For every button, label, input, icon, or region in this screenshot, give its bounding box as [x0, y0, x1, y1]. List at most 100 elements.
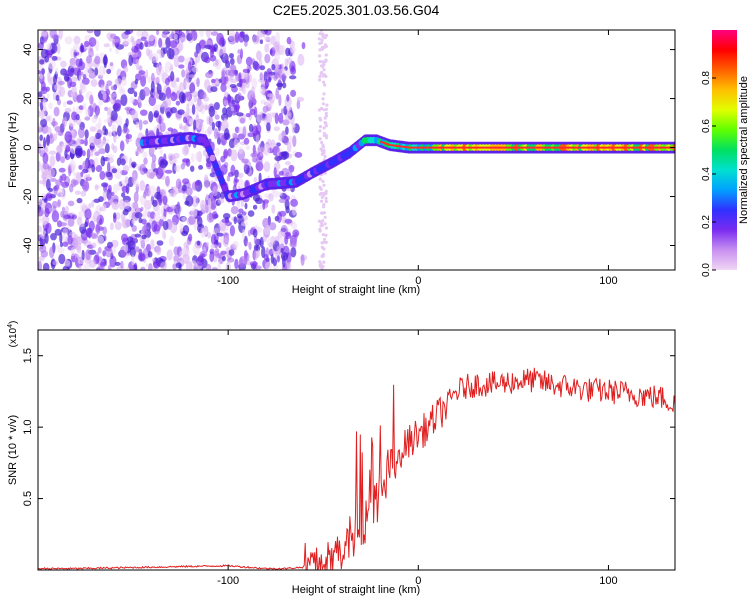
noise-dot — [318, 116, 322, 120]
noise-dot — [322, 92, 326, 96]
noise-dot — [151, 53, 159, 64]
noise-dot — [324, 53, 328, 57]
noise-dot — [289, 75, 297, 80]
noise-dot — [220, 250, 227, 255]
noise-dot — [218, 242, 222, 249]
spectrogram-ylabel: Frequency (Hz) — [7, 112, 19, 188]
noise-dot — [265, 261, 272, 270]
noise-dot — [120, 260, 124, 269]
snr-marks — [38, 367, 675, 570]
noise-dot — [164, 98, 172, 107]
noise-dot — [175, 262, 182, 269]
noise-dot — [290, 247, 297, 258]
noise-dot — [318, 78, 322, 82]
noise-dot — [78, 265, 82, 270]
noise-dot — [207, 126, 213, 135]
noise-dot — [86, 148, 91, 160]
snr-multiplier-close: ) — [8, 321, 19, 324]
noise-dot — [165, 37, 171, 49]
noise-dot — [71, 132, 77, 140]
noise-dot — [53, 74, 57, 85]
snr-frame — [37, 329, 676, 571]
noise-dot — [280, 108, 285, 114]
noise-dot — [318, 74, 322, 79]
noise-dot — [323, 83, 327, 87]
noise-dot — [145, 69, 149, 79]
noise-dot — [296, 99, 301, 110]
noise-dot — [62, 233, 66, 244]
noise-dot — [181, 184, 187, 192]
noise-dot — [221, 218, 230, 224]
noise-dot — [115, 48, 120, 54]
noise-dot — [124, 176, 129, 185]
noise-dot — [270, 35, 277, 45]
noise-dot — [211, 78, 216, 84]
noise-dot — [114, 261, 121, 266]
noise-dot — [106, 68, 112, 75]
noise-dot — [284, 218, 293, 224]
noise-dot — [44, 232, 49, 244]
noise-dot — [238, 146, 244, 155]
noise-dot — [284, 235, 289, 245]
noise-dot — [42, 37, 47, 44]
noise-dot — [318, 192, 322, 196]
noise-dot — [74, 190, 81, 195]
noise-dot — [48, 102, 53, 110]
noise-dot — [72, 43, 81, 53]
noise-dot — [107, 184, 112, 193]
noise-dot — [51, 55, 58, 61]
noise-dot — [57, 199, 62, 208]
noise-dot — [320, 211, 324, 215]
noise-dot — [180, 163, 185, 170]
noise-dot — [85, 108, 90, 117]
noise-dot — [318, 129, 322, 133]
noise-dot — [214, 59, 222, 70]
noise-dot — [161, 32, 167, 38]
y-tick-label: 1.0 — [22, 419, 34, 434]
noise-dot — [252, 34, 260, 45]
noise-dot — [38, 91, 43, 98]
noise-dot — [143, 157, 148, 165]
noise-dot — [291, 206, 297, 216]
noise-dot — [55, 179, 63, 186]
noise-dot — [207, 232, 212, 239]
noise-dot — [148, 111, 154, 123]
noise-dot — [204, 79, 211, 90]
trace-blob — [203, 139, 210, 147]
noise-dot — [111, 123, 117, 134]
noise-dot — [318, 125, 323, 129]
x-tick-label: 100 — [599, 575, 617, 587]
noise-dot — [174, 86, 181, 92]
noise-dot — [176, 77, 180, 82]
noise-dot — [322, 247, 326, 251]
noise-dot — [46, 50, 53, 58]
noise-dot — [78, 222, 86, 227]
noise-dot — [273, 42, 280, 52]
noise-dot — [159, 148, 163, 155]
noise-dot — [324, 59, 328, 63]
noise-dot — [173, 33, 178, 40]
noise-dot — [188, 233, 193, 242]
noise-dot — [255, 133, 260, 145]
noise-dot — [261, 114, 266, 119]
noise-dot — [58, 130, 64, 136]
noise-dot — [156, 49, 164, 55]
spectrogram-marks — [38, 30, 675, 270]
noise-dot — [173, 158, 178, 164]
y-tick-label: -20 — [22, 189, 34, 205]
noise-dot — [324, 74, 328, 78]
noise-dot — [196, 240, 201, 246]
trace-blob — [212, 162, 219, 169]
noise-dot — [324, 107, 328, 111]
noise-dot — [229, 84, 237, 88]
noise-dot — [262, 233, 268, 243]
noise-dot — [282, 82, 287, 89]
noise-dot — [182, 191, 187, 200]
noise-dot — [181, 230, 189, 237]
noise-dot — [162, 220, 169, 231]
noise-dot — [151, 72, 155, 83]
noise-dot — [156, 240, 164, 246]
noise-dot — [236, 112, 244, 117]
colorbar-tick-label: 0.4 — [701, 167, 712, 181]
noise-dot — [60, 156, 66, 164]
